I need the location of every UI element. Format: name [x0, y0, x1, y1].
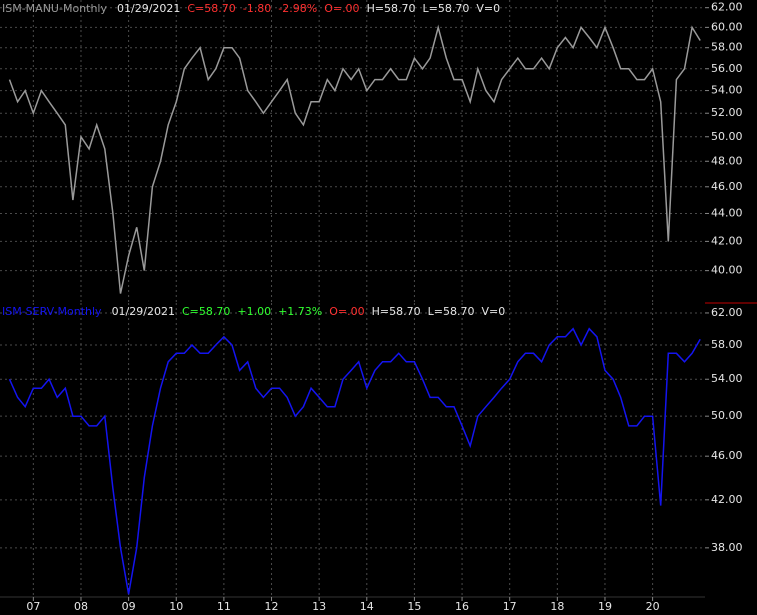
data-line [8, 327, 701, 595]
x-tick-label: 12 [265, 600, 279, 613]
y-tick-label: 42.00 [711, 493, 743, 506]
header-stat: C=58.70 [187, 2, 235, 15]
header-stat: L=58.70 [423, 2, 470, 15]
header: ISM-MANU-Monthly 01/29/2021 C=58.70 -1.80 -2… [2, 2, 500, 15]
y-tick-label: 58.00 [711, 338, 743, 351]
y-tick-label: 56.00 [711, 62, 743, 75]
x-tick-label: 18 [550, 600, 564, 613]
y-tick-label: 54.00 [711, 372, 743, 385]
header-stat: +1.00 [237, 305, 271, 318]
x-tick-label: 11 [217, 600, 231, 613]
header-stat: O=.00 [324, 2, 359, 15]
header-stat: H=58.70 [367, 2, 416, 15]
x-tick-label: 07 [26, 600, 40, 613]
x-tick-label: 10 [169, 600, 183, 613]
date: 01/29/2021 [117, 2, 180, 15]
y-tick-label: 38.00 [711, 541, 743, 554]
y-tick-label: 44.00 [711, 206, 743, 219]
x-tick-label: 09 [122, 600, 136, 613]
header: ISM-SERV-Monthly 01/29/2021 C=58.70 +1.00 +1… [2, 305, 505, 318]
header-stat: V=0 [476, 2, 500, 15]
x-tick-label: 16 [455, 600, 469, 613]
y-tick-label: 46.00 [711, 449, 743, 462]
y-tick-label: 54.00 [711, 84, 743, 97]
y-tick-label: 42.00 [711, 234, 743, 247]
data-line [8, 24, 701, 294]
x-tick-label: 08 [74, 600, 88, 613]
y-tick-label: 46.00 [711, 180, 743, 193]
y-tick-label: 60.00 [711, 20, 743, 33]
x-tick-label: 15 [407, 600, 421, 613]
x-tick-label: 13 [312, 600, 326, 613]
header-stat: C=58.70 [182, 305, 230, 318]
y-tick-label: 50.00 [711, 130, 743, 143]
date: 01/29/2021 [112, 305, 175, 318]
x-tick-label: 19 [598, 600, 612, 613]
header-stat: V=0 [481, 305, 505, 318]
y-tick-label: 62.00 [711, 1, 743, 14]
header-stat: H=58.70 [372, 305, 421, 318]
y-tick-label: 52.00 [711, 106, 743, 119]
y-tick-label: 62.00 [711, 306, 743, 319]
x-tick-label: 14 [360, 600, 374, 613]
header-stat: -2.98% [278, 2, 317, 15]
series-name: ISM-MANU-Monthly [2, 2, 107, 15]
y-tick-label: 48.00 [711, 154, 743, 167]
header-stat: O=.00 [329, 305, 364, 318]
series-name: ISM-SERV-Monthly [2, 305, 102, 318]
y-tick-label: 58.00 [711, 41, 743, 54]
header-stat: -1.80 [243, 2, 271, 15]
x-tick-label: 17 [503, 600, 517, 613]
y-tick-label: 40.00 [711, 264, 743, 277]
header-stat: L=58.70 [428, 305, 475, 318]
x-tick-label: 20 [646, 600, 660, 613]
header-stat: +1.73% [278, 305, 322, 318]
y-tick-label: 50.00 [711, 409, 743, 422]
